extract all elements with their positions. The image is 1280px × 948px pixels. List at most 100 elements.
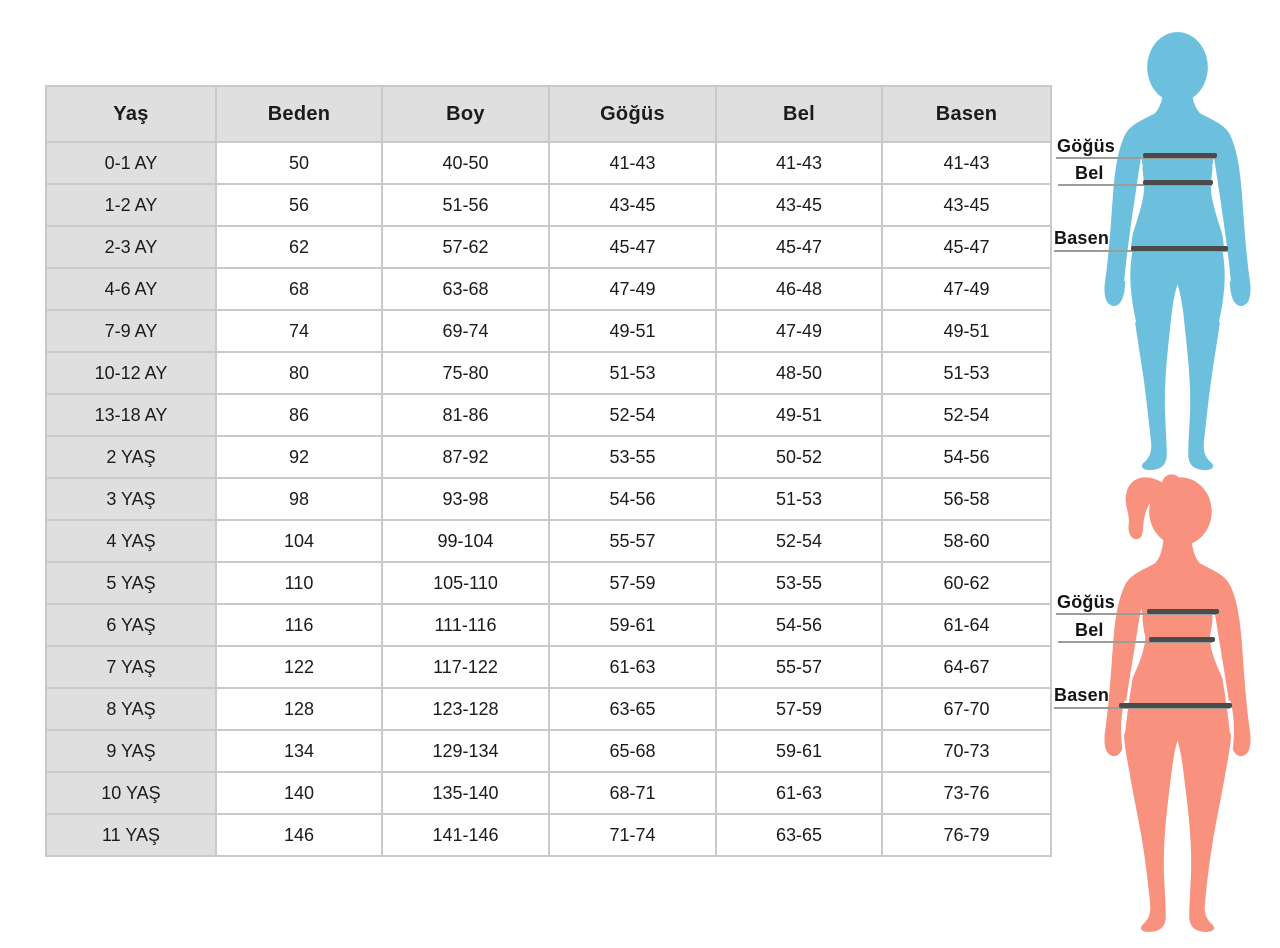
table-row: 11 YAŞ 146 141-146 71-74 63-65 76-79 <box>45 813 1052 857</box>
row-label-cell: 5 YAŞ <box>45 561 217 605</box>
table-row: 6 YAŞ 116 111-116 59-61 54-56 61-64 <box>45 603 1052 647</box>
value-cell: 65-68 <box>548 729 717 773</box>
value-cell: 51-53 <box>548 351 717 395</box>
table-row: 0-1 AY 50 40-50 41-43 41-43 41-43 <box>45 141 1052 185</box>
value-cell: 122 <box>215 645 383 689</box>
value-cell: 50-52 <box>715 435 883 479</box>
value-cell: 43-45 <box>548 183 717 227</box>
value-cell: 64-67 <box>881 645 1052 689</box>
value-cell: 56 <box>215 183 383 227</box>
table-row: 2-3 AY 62 57-62 45-47 45-47 45-47 <box>45 225 1052 269</box>
value-cell: 117-122 <box>381 645 550 689</box>
value-cell: 67-70 <box>881 687 1052 731</box>
value-cell: 75-80 <box>381 351 550 395</box>
child-chest-label: Göğüs <box>1057 136 1115 156</box>
girl-chest-measure-line <box>1147 609 1219 614</box>
row-label-cell: 4-6 AY <box>45 267 217 311</box>
girl-right-hip-highlight <box>1224 700 1234 777</box>
row-label-cell: 4 YAŞ <box>45 519 217 563</box>
value-cell: 129-134 <box>381 729 550 773</box>
value-cell: 123-128 <box>381 687 550 731</box>
row-label-cell: 8 YAŞ <box>45 687 217 731</box>
value-cell: 49-51 <box>548 309 717 353</box>
table-row: 2 YAŞ 92 87-92 53-55 50-52 54-56 <box>45 435 1052 479</box>
value-cell: 49-51 <box>715 393 883 437</box>
table-row: 13-18 AY 86 81-86 52-54 49-51 52-54 <box>45 393 1052 437</box>
value-cell: 50 <box>215 141 383 185</box>
column-header: Beden <box>215 85 383 143</box>
value-cell: 99-104 <box>381 519 550 563</box>
row-label-cell: 7-9 AY <box>45 309 217 353</box>
child-chest-measure-line <box>1143 153 1217 158</box>
value-cell: 48-50 <box>715 351 883 395</box>
value-cell: 62 <box>215 225 383 269</box>
value-cell: 52-54 <box>715 519 883 563</box>
column-header: Bel <box>715 85 883 143</box>
value-cell: 59-61 <box>548 603 717 647</box>
girl-waist-guide-line <box>1058 641 1212 643</box>
value-cell: 58-60 <box>881 519 1052 563</box>
value-cell: 51-53 <box>715 477 883 521</box>
girl-head <box>1149 477 1212 546</box>
girl-waist-label: Bel <box>1075 620 1104 640</box>
table-row: 4-6 AY 68 63-68 47-49 46-48 47-49 <box>45 267 1052 311</box>
table-row: 10 YAŞ 140 135-140 68-71 61-63 73-76 <box>45 771 1052 815</box>
value-cell: 92 <box>215 435 383 479</box>
child-hip-label: Basen <box>1054 228 1110 248</box>
table-row: 10-12 AY 80 75-80 51-53 48-50 51-53 <box>45 351 1052 395</box>
value-cell: 45-47 <box>881 225 1052 269</box>
value-cell: 54-56 <box>881 435 1052 479</box>
row-label-cell: 0-1 AY <box>45 141 217 185</box>
value-cell: 111-116 <box>381 603 550 647</box>
value-cell: 45-47 <box>715 225 883 269</box>
child-chest-guide-line <box>1056 157 1216 159</box>
table-row: 5 YAŞ 110 105-110 57-59 53-55 60-62 <box>45 561 1052 605</box>
column-header: Boy <box>381 85 550 143</box>
value-cell: 68 <box>215 267 383 311</box>
value-cell: 71-74 <box>548 813 717 857</box>
value-cell: 51-56 <box>381 183 550 227</box>
child-right-hip-highlight <box>1219 246 1228 323</box>
value-cell: 47-49 <box>881 267 1052 311</box>
table-row: 3 YAŞ 98 93-98 54-56 51-53 56-58 <box>45 477 1052 521</box>
column-header: Yaş <box>45 85 217 143</box>
girl-hip-guide-line <box>1054 707 1230 709</box>
row-label-cell: 10 YAŞ <box>45 771 217 815</box>
child-hip-guide-line <box>1054 250 1228 252</box>
girl-chest-guide-line <box>1056 613 1216 615</box>
value-cell: 46-48 <box>715 267 883 311</box>
table-row: 7 YAŞ 122 117-122 61-63 55-57 64-67 <box>45 645 1052 689</box>
value-cell: 40-50 <box>381 141 550 185</box>
value-cell: 55-57 <box>715 645 883 689</box>
girl-chest-label: Göğüs <box>1057 592 1115 612</box>
table-header-row: Yaş Beden Boy Göğüs Bel Basen <box>45 85 1052 143</box>
value-cell: 146 <box>215 813 383 857</box>
child-body <box>1104 84 1251 471</box>
value-cell: 43-45 <box>715 183 883 227</box>
value-cell: 81-86 <box>381 393 550 437</box>
size-table: Yaş Beden Boy Göğüs Bel Basen 0-1 AY 50 40-50 41… <box>45 85 1052 857</box>
child-hip-measure-line <box>1131 246 1228 251</box>
child-left-hip-highlight <box>1127 246 1136 323</box>
row-label-cell: 11 YAŞ <box>45 813 217 857</box>
row-label-cell: 9 YAŞ <box>45 729 217 773</box>
value-cell: 135-140 <box>381 771 550 815</box>
row-label-cell: 7 YAŞ <box>45 645 217 689</box>
row-label-cell: 10-12 AY <box>45 351 217 395</box>
value-cell: 128 <box>215 687 383 731</box>
child-left-arm-gap <box>1124 163 1143 282</box>
value-cell: 61-64 <box>881 603 1052 647</box>
value-cell: 54-56 <box>548 477 717 521</box>
table-row: 4 YAŞ 104 99-104 55-57 52-54 58-60 <box>45 519 1052 563</box>
value-cell: 45-47 <box>548 225 717 269</box>
value-cell: 41-43 <box>548 141 717 185</box>
column-header: Basen <box>881 85 1052 143</box>
value-cell: 87-92 <box>381 435 550 479</box>
value-cell: 57-62 <box>381 225 550 269</box>
value-cell: 69-74 <box>381 309 550 353</box>
value-cell: 68-71 <box>548 771 717 815</box>
value-cell: 76-79 <box>881 813 1052 857</box>
value-cell: 43-45 <box>881 183 1052 227</box>
value-cell: 59-61 <box>715 729 883 773</box>
